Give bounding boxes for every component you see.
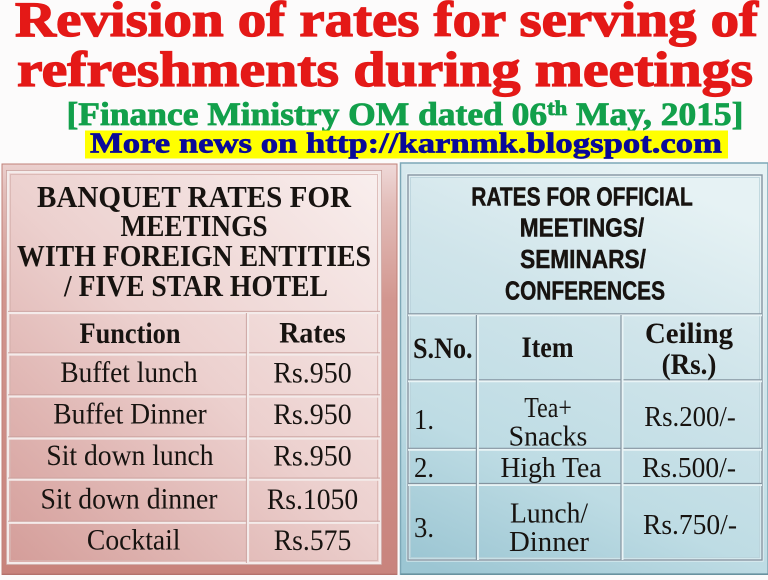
svg-text:Sit down lunch: Sit down lunch [46, 439, 213, 472]
svg-text:Dinner: Dinner [509, 527, 590, 558]
svg-text:Buffet lunch: Buffet lunch [60, 356, 197, 389]
svg-text:Rs.950: Rs.950 [273, 440, 351, 473]
svg-text:Function: Function [80, 317, 181, 350]
svg-text:Ceiling: Ceiling [645, 317, 733, 350]
svg-text:High Tea: High Tea [501, 453, 603, 484]
svg-text:Rs.950: Rs.950 [273, 357, 351, 390]
svg-text:Rs.750/-: Rs.750/- [643, 510, 737, 541]
svg-text:RATES FOR OFFICIAL: RATES FOR OFFICIAL [471, 181, 693, 211]
svg-text:/ FIVE STAR HOTEL: / FIVE STAR HOTEL [63, 268, 328, 303]
svg-text:Item: Item [522, 331, 574, 364]
svg-text:Buffet Dinner: Buffet Dinner [53, 398, 207, 431]
svg-text:S.No.: S.No. [413, 332, 473, 365]
svg-text:Rates: Rates [279, 317, 346, 350]
svg-text:Rs.1050: Rs.1050 [267, 483, 358, 516]
svg-text:Cocktail: Cocktail [87, 524, 181, 557]
svg-text:2.: 2. [414, 453, 434, 484]
svg-text:Lunch/: Lunch/ [510, 499, 588, 530]
svg-text:1.: 1. [414, 405, 434, 436]
svg-text:MEETINGS/: MEETINGS/ [520, 213, 644, 243]
svg-text:Sit down dinner: Sit down dinner [41, 483, 218, 516]
svg-text:Snacks: Snacks [509, 422, 588, 453]
svg-text:(Rs.): (Rs.) [662, 348, 717, 381]
svg-text:SEMINARS/: SEMINARS/ [520, 244, 646, 274]
svg-text:refreshments during meetings: refreshments during meetings [17, 41, 753, 97]
svg-text:Rs.500/-: Rs.500/- [642, 453, 736, 484]
svg-text:More news on http://karnmk.blo: More news on http://karnmk.blogspot.com [90, 129, 722, 160]
svg-text:Rs.950: Rs.950 [273, 398, 351, 431]
svg-text:Rs.575: Rs.575 [274, 524, 352, 557]
svg-text:Revision of rates for serving: Revision of rates for serving of [15, 0, 760, 47]
svg-text:Rs.200/-: Rs.200/- [644, 402, 736, 433]
svg-text:CONFERENCES: CONFERENCES [505, 275, 665, 305]
svg-text:3.: 3. [414, 513, 434, 544]
svg-text:Tea+: Tea+ [524, 393, 572, 424]
